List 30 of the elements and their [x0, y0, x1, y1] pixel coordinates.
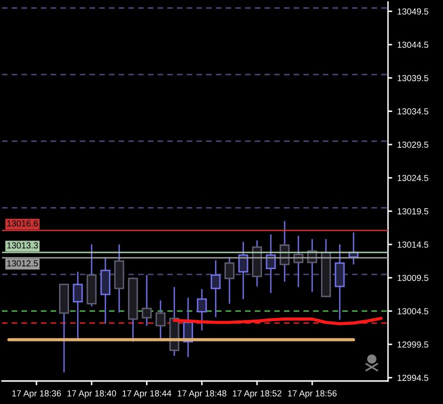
y-tick-label: 13044.5: [398, 42, 428, 48]
y-tick-label: 13004.5: [398, 308, 428, 314]
y-tick-label: 12994.5: [398, 374, 428, 381]
candlestick: [156, 300, 166, 340]
x-tick-label: 17 Apr 18:52: [232, 390, 282, 398]
x-tick-label: 17 Apr 18:48: [178, 390, 226, 398]
x-tick-label: 17 Apr 18:40: [67, 390, 116, 398]
x-tick-label: 17 Apr 18:36: [12, 390, 61, 398]
y-tick-label: 13014.5: [398, 242, 428, 248]
y-tick-label: 13024.5: [398, 174, 428, 182]
candlestick: [100, 257, 110, 324]
ref-line-label: 13012.5: [7, 260, 38, 266]
y-tick-label: 12999.5: [398, 341, 428, 348]
candlestick: [142, 275, 152, 326]
y-tick-label: 13034.5: [398, 108, 428, 114]
candlestick: [266, 234, 276, 294]
y-tick-label: 13029.5: [398, 142, 428, 148]
candlestick: [334, 244, 345, 320]
x-tick-label: 17 Apr 18:44: [122, 390, 172, 398]
candlestick: [224, 257, 234, 304]
x-tick-label: 17 Apr 18:56: [288, 390, 337, 398]
ref-line-label: 13013.3: [7, 242, 38, 248]
candlestick: [72, 272, 83, 340]
y-tick-label: 13049.5: [398, 8, 428, 15]
y-tick-label: 13009.5: [398, 274, 428, 282]
ref-line-label: 13016.6: [7, 220, 38, 227]
candlestick: [210, 260, 221, 318]
candlestick: [196, 289, 207, 330]
y-tick-label: 13039.5: [398, 74, 428, 82]
y-tick-label: 13019.5: [398, 208, 428, 214]
